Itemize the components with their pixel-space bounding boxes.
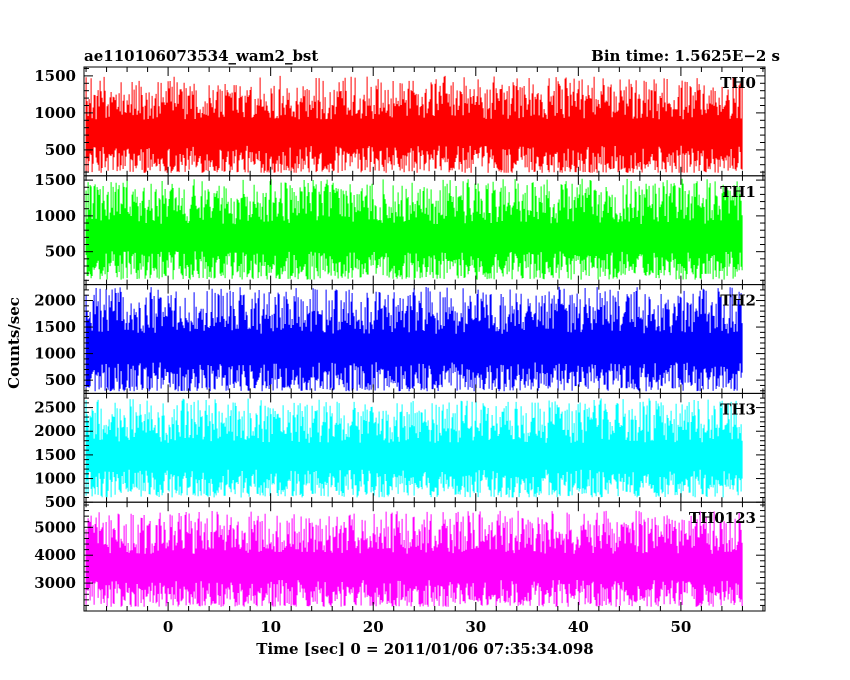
x-tick-label: 50 bbox=[670, 618, 691, 636]
y-tick-label: 4000 bbox=[34, 546, 76, 564]
chart-header-left: ae110106073534_wam2_bst bbox=[84, 47, 318, 65]
y-tick-label: 1000 bbox=[34, 470, 76, 488]
panel-label: TH0 bbox=[720, 74, 756, 92]
x-tick-label: 30 bbox=[465, 618, 486, 636]
x-axis: 0 10 20 30 40 50 bbox=[163, 618, 691, 636]
y-tick-label: 2000 bbox=[34, 292, 76, 310]
y-tick-label: 2000 bbox=[34, 422, 76, 440]
y-tick-label: 1000 bbox=[34, 104, 76, 122]
panel-frame bbox=[83, 501, 766, 612]
chart-header-right: Bin time: 1.5625E−2 s bbox=[591, 47, 780, 65]
series-th2 bbox=[85, 286, 743, 392]
y-tick-label: 3000 bbox=[34, 574, 76, 592]
panel-th2: 500 1000 1500 2000 TH2 bbox=[34, 284, 766, 394]
panel-th1: 500 1000 1500 TH1 bbox=[34, 171, 766, 286]
series-th3 bbox=[85, 398, 743, 498]
series-th0123 bbox=[85, 510, 743, 607]
series-th0 bbox=[85, 75, 743, 173]
y-tick-label: 500 bbox=[45, 371, 76, 389]
panel-th3: 500 1000 1500 2000 2500 TH3 bbox=[34, 392, 766, 511]
panel-label: TH0123 bbox=[689, 509, 756, 527]
series-th1 bbox=[85, 178, 743, 280]
panel-label: TH3 bbox=[720, 400, 756, 418]
y-tick-label: 1500 bbox=[34, 446, 76, 464]
y-tick-label: 1500 bbox=[34, 318, 76, 336]
y-axis-title: Counts/sec bbox=[5, 297, 23, 389]
x-tick-label: 0 bbox=[163, 618, 173, 636]
panel-th0123: 3000 4000 5000 TH0123 bbox=[34, 501, 766, 612]
y-tick-label: 500 bbox=[45, 141, 76, 159]
y-tick-label: 500 bbox=[45, 493, 76, 511]
x-tick-label: 10 bbox=[260, 618, 281, 636]
x-tick-label: 20 bbox=[363, 618, 384, 636]
y-tick-label: 1000 bbox=[34, 345, 76, 363]
y-tick-label: 500 bbox=[45, 243, 76, 261]
panels: 500 1000 1500 TH0 500 1000 1500 TH1 500 1000 1500 2… bbox=[34, 66, 766, 612]
x-tick-label: 40 bbox=[568, 618, 589, 636]
panel-th0: 500 1000 1500 TH0 bbox=[34, 66, 766, 177]
panel-label: TH2 bbox=[720, 292, 756, 310]
y-tick-label: 1500 bbox=[34, 171, 76, 189]
panel-label: TH1 bbox=[720, 183, 756, 201]
y-tick-label: 1000 bbox=[34, 207, 76, 225]
x-axis-title: Time [sec] 0 = 2011/01/06 07:35:34.098 bbox=[256, 640, 593, 658]
y-tick-label: 5000 bbox=[34, 518, 76, 536]
y-tick-label: 2500 bbox=[34, 399, 76, 417]
y-tick-label: 1500 bbox=[34, 67, 76, 85]
